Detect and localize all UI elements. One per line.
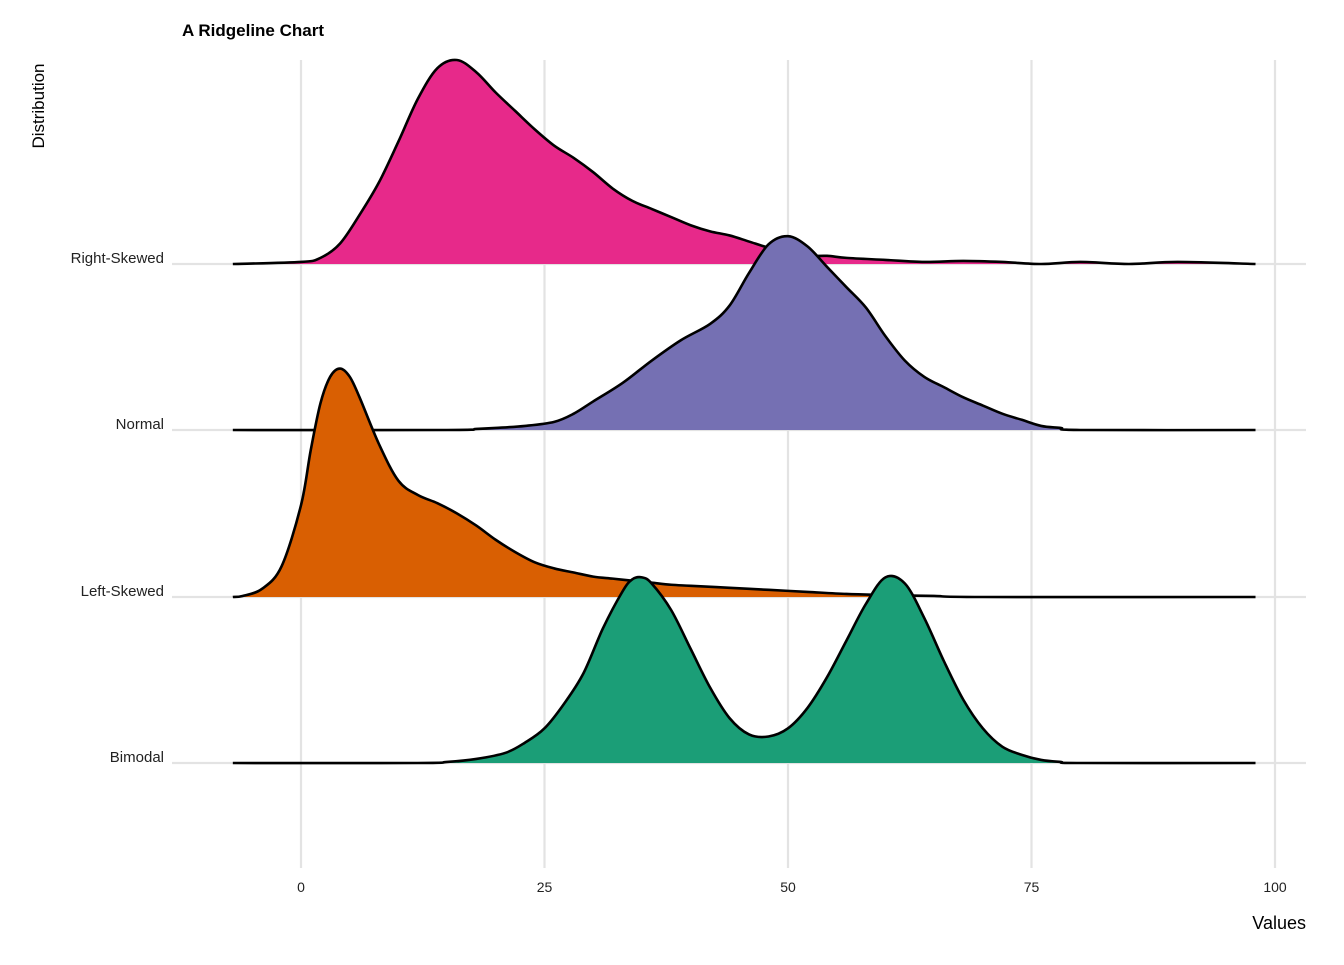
x-tick-labels: 0 25 50 75 100 (297, 879, 1287, 895)
y-tick-label: Normal (116, 416, 164, 433)
chart-title: A Ridgeline Chart (182, 21, 324, 40)
y-tick-label: Right-Skewed (71, 250, 164, 267)
x-tick-label: 75 (1024, 879, 1040, 895)
ridge-outline (232, 234, 1256, 432)
y-tick-labels: Right-Skewed Normal Left-Skewed Bimodal (71, 250, 164, 766)
x-axis-label: Values (1252, 913, 1306, 933)
ridge-normal (232, 234, 1256, 432)
ridge-bimodal (232, 574, 1256, 765)
ridge-outline (232, 367, 1256, 599)
ridges (232, 58, 1256, 765)
ridge-fill (232, 59, 1256, 264)
ridge-outline (232, 574, 1256, 765)
y-axis-label: Distribution (29, 63, 48, 148)
x-tick-label: 0 (297, 879, 305, 895)
y-tick-label: Left-Skewed (81, 583, 164, 600)
y-tick-label: Bimodal (110, 749, 164, 766)
ridge-fill (232, 575, 1256, 764)
ridge-fill (232, 236, 1256, 431)
x-tick-label: 50 (780, 879, 796, 895)
ridge-left-skewed (232, 367, 1256, 599)
x-tick-label: 25 (537, 879, 553, 895)
ridge-outline (232, 58, 1256, 266)
ridge-right-skewed (232, 58, 1256, 266)
ridge-fill (232, 368, 1256, 598)
x-tick-label: 100 (1263, 879, 1287, 895)
